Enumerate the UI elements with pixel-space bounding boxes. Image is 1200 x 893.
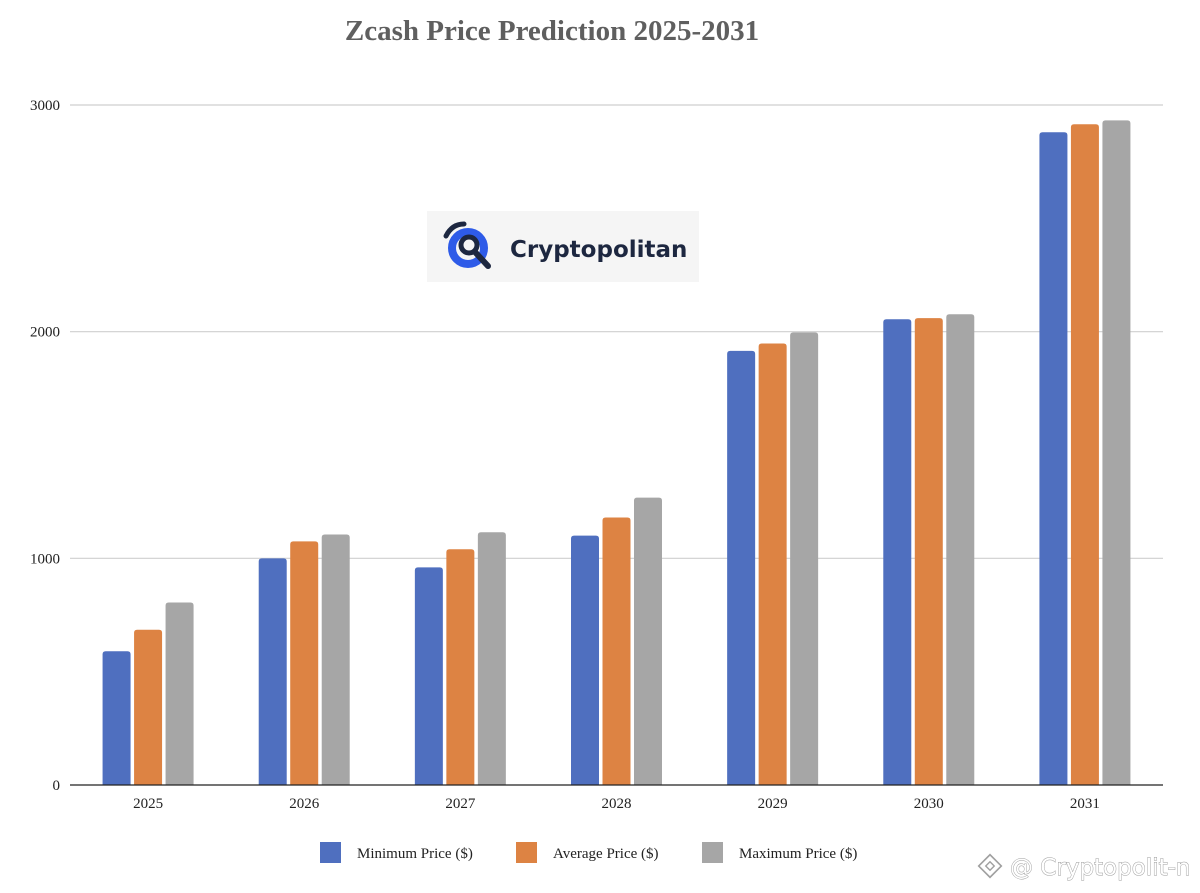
bar-2030-average bbox=[914, 318, 943, 785]
legend: Minimum Price ($) Average Price ($) Maximu… bbox=[320, 842, 857, 863]
y-tick-label: 3000 bbox=[30, 98, 60, 114]
y-axis-tick-labels: 0 1000 2000 3000 bbox=[30, 98, 60, 794]
binance-logo-icon bbox=[977, 853, 1003, 879]
watermark-text: @ Cryptopolit-n bbox=[1010, 855, 1190, 881]
bar-2028-average bbox=[602, 517, 631, 785]
legend-swatch bbox=[320, 842, 341, 863]
bar-2029-average bbox=[758, 343, 787, 785]
bar-2029-maximum bbox=[790, 332, 819, 785]
legend-item-average: Average Price ($) bbox=[516, 842, 659, 863]
bar-2030-maximum bbox=[946, 314, 975, 785]
x-tick-label: 2026 bbox=[289, 796, 320, 812]
bar-2025-maximum bbox=[165, 602, 194, 785]
legend-label: Maximum Price ($) bbox=[739, 846, 857, 862]
bar-2025-minimum bbox=[102, 651, 131, 785]
logo-background bbox=[427, 211, 699, 282]
legend-item-maximum: Maximum Price ($) bbox=[702, 842, 857, 863]
x-axis-tick-labels: 2025 2026 2027 2028 2029 2030 2031 bbox=[133, 796, 1100, 812]
x-tick-label: 2028 bbox=[602, 796, 632, 812]
x-tick-label: 2031 bbox=[1070, 796, 1100, 812]
x-tick-label: 2025 bbox=[133, 796, 163, 812]
bar-2031-minimum bbox=[1039, 132, 1068, 785]
bar-2027-minimum bbox=[414, 567, 443, 785]
bar-2028-maximum bbox=[634, 497, 662, 785]
chart-title: Zcash Price Prediction 2025-2031 bbox=[345, 15, 759, 47]
bar-2026-maximum bbox=[321, 534, 350, 785]
legend-swatch bbox=[516, 842, 537, 863]
bar-2027-maximum bbox=[477, 532, 506, 785]
y-tick-label: 2000 bbox=[30, 325, 60, 341]
bar-2031-maximum bbox=[1102, 120, 1131, 785]
x-tick-label: 2029 bbox=[758, 796, 788, 812]
bar-2028-minimum bbox=[571, 535, 599, 785]
x-tick-label: 2030 bbox=[914, 796, 944, 812]
x-tick-label: 2027 bbox=[445, 796, 476, 812]
watermark: @ Cryptopolit-n bbox=[977, 853, 1191, 881]
y-tick-label: 1000 bbox=[30, 551, 60, 567]
gridlines bbox=[70, 104, 1163, 559]
bar-2030-minimum bbox=[883, 319, 912, 785]
logo-text: Cryptopolitan bbox=[510, 237, 687, 263]
legend-label: Minimum Price ($) bbox=[357, 846, 473, 862]
bar-2027-average bbox=[446, 549, 475, 785]
bar-2026-average bbox=[290, 541, 319, 785]
bar-2029-minimum bbox=[727, 350, 756, 785]
bars bbox=[102, 120, 1131, 786]
legend-label: Average Price ($) bbox=[553, 846, 659, 862]
y-tick-label: 0 bbox=[53, 778, 61, 794]
cryptopolitan-logo-icon bbox=[443, 221, 491, 269]
bar-2026-minimum bbox=[258, 558, 287, 785]
legend-swatch bbox=[702, 842, 723, 863]
cryptopolitan-logo: Cryptopolitan bbox=[427, 211, 699, 282]
bar-2025-average bbox=[134, 629, 163, 785]
legend-item-minimum: Minimum Price ($) bbox=[320, 842, 473, 863]
bar-2031-average bbox=[1070, 124, 1099, 786]
